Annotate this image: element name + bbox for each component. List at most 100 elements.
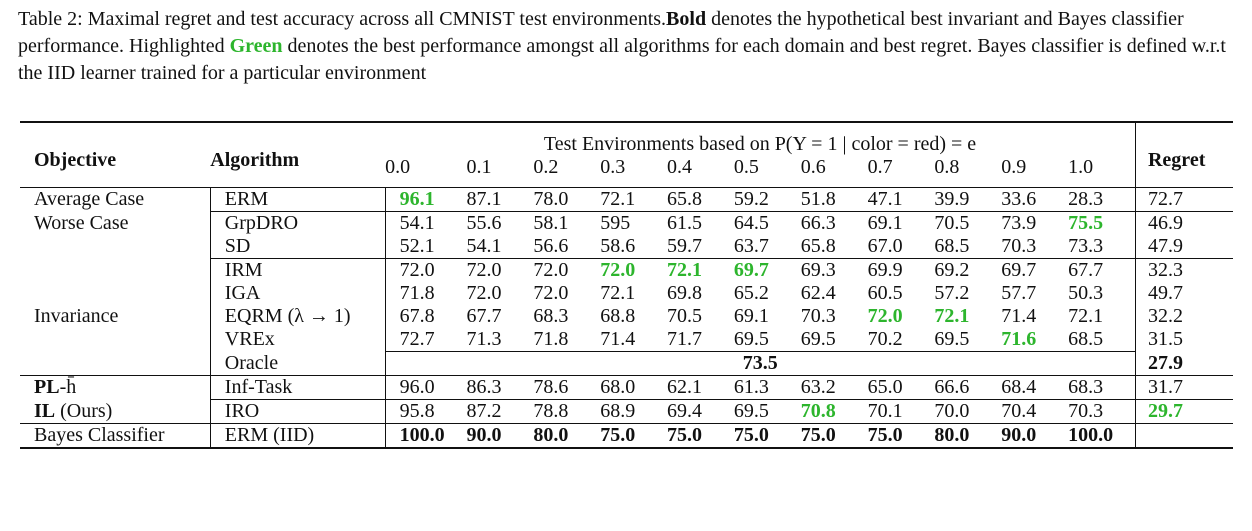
- accuracy-cell: 96.0: [384, 375, 467, 400]
- results-table: Objective Algorithm Test Environments ba…: [20, 121, 1233, 449]
- table-row: Average Case ERM 96.1 87.1 78.0 72.1 65.8 59.2 5…: [20, 187, 1233, 212]
- accuracy-cell: 68.8: [600, 305, 636, 327]
- regret-cell: 47.9: [1134, 235, 1233, 259]
- caption-part2: denotes the hypothetical best invariant …: [18, 8, 1184, 57]
- accuracy-cell: 69.3: [800, 258, 868, 282]
- accuracy-cell: 66.3: [800, 211, 868, 235]
- header-env-5: 0.5: [733, 156, 759, 178]
- algorithm-cell: GrpDRO: [209, 211, 386, 235]
- table-row: IGA 71.8 72.0 72.0 72.1 69.8 65.2 62.4 60.5 57.2 5…: [20, 282, 1233, 305]
- accuracy-cell: 65.0: [867, 375, 935, 400]
- accuracy-cell: 95.8: [384, 399, 467, 424]
- accuracy-cell: 78.6: [533, 375, 601, 400]
- accuracy-cell: 72.0: [867, 305, 903, 327]
- objective-cell: [20, 352, 210, 376]
- accuracy-cell: 67.0: [867, 235, 903, 257]
- objective-cell: Bayes Classifier: [20, 423, 211, 448]
- caption-bold-word: Bold: [666, 8, 707, 30]
- accuracy-cell: 69.5: [800, 328, 836, 350]
- table-caption: Table 2: Maximal regret and test accurac…: [18, 6, 1240, 87]
- table-row: IL (Ours) IRO 95.8 87.2 78.8 68.9 69.4 69.5 70.8…: [20, 399, 1233, 424]
- accuracy-cell: 72.0: [466, 258, 534, 282]
- accuracy-cell: 64.5: [733, 211, 801, 235]
- regret-cell: [1134, 423, 1233, 448]
- accuracy-cell: 72.1: [600, 188, 636, 210]
- accuracy-cell: 56.6: [533, 235, 569, 257]
- accuracy-cell: 61.3: [733, 375, 801, 400]
- header-test-environments: Test Environments based on P(Y = 1 | col…: [543, 133, 977, 155]
- accuracy-cell: 90.0: [1001, 423, 1069, 448]
- accuracy-cell: 71.3: [466, 328, 502, 350]
- accuracy-cell: 78.0: [533, 188, 569, 210]
- accuracy-cell: 71.4: [600, 328, 636, 350]
- accuracy-cell: 72.1: [934, 305, 970, 327]
- accuracy-cell: 65.2: [733, 282, 769, 304]
- accuracy-cell: 75.0: [800, 423, 868, 448]
- objective-bold: PL: [34, 376, 60, 399]
- table-row: SD 52.1 54.1 56.6 58.6 59.7 63.7 65.8 67.0 68.5 70…: [20, 235, 1233, 259]
- header-env-10: 1.0: [1068, 156, 1094, 178]
- header-env-6: 0.6: [800, 156, 826, 178]
- accuracy-cell: 39.9: [934, 188, 970, 210]
- accuracy-cell: 66.6: [934, 375, 1002, 400]
- objective-cell: [20, 282, 210, 305]
- objective-cell: [20, 259, 210, 283]
- accuracy-cell: 69.4: [667, 399, 734, 424]
- accuracy-cell: 50.3: [1068, 282, 1104, 304]
- regret-cell: 72.7: [1134, 187, 1233, 212]
- accuracy-cell: 72.7: [384, 328, 467, 352]
- accuracy-cell: 65.8: [800, 235, 836, 257]
- objective-cell: Worse Case: [34, 211, 129, 234]
- objective-cell: Average Case: [34, 188, 145, 211]
- regret-cell: 32.2: [1134, 305, 1233, 328]
- accuracy-cell: 75.0: [667, 423, 734, 448]
- accuracy-cell: 59.2: [733, 188, 769, 210]
- accuracy-cell: 75.0: [600, 423, 668, 448]
- accuracy-cell: 73.3: [1068, 235, 1104, 257]
- algorithm-cell: IRM: [209, 258, 386, 282]
- accuracy-cell: 70.8: [800, 399, 868, 424]
- objective-cell: [20, 328, 210, 352]
- accuracy-cell: 100.0: [384, 423, 467, 448]
- table-row: PL-h̄ Inf-Task 96.0 86.3 78.6 68.0 62.1 61.3 63.…: [20, 375, 1233, 400]
- caption-green-word: Green: [229, 35, 283, 57]
- accuracy-cell: 69.5: [934, 328, 970, 350]
- accuracy-cell: 28.3: [1068, 188, 1104, 210]
- objective-cell: [20, 235, 210, 259]
- algorithm-cell: ERM (IID): [209, 423, 386, 448]
- header-env-8: 0.8: [934, 156, 960, 178]
- accuracy-cell: 63.7: [733, 235, 769, 257]
- accuracy-cell: 68.3: [1068, 375, 1136, 400]
- algorithm-cell: Oracle: [209, 351, 386, 376]
- accuracy-cell: 75.0: [733, 423, 801, 448]
- accuracy-cell: 47.1: [867, 188, 903, 210]
- accuracy-cell: 72.0: [600, 258, 668, 282]
- algorithm-cell: SD: [209, 235, 386, 259]
- algorithm-cell: EQRM (λ → 1): [209, 305, 386, 328]
- accuracy-cell: 90.0: [466, 423, 534, 448]
- regret-cell: 46.9: [1134, 211, 1233, 235]
- accuracy-cell: 33.6: [1001, 188, 1037, 210]
- algorithm-cell: Inf-Task: [209, 375, 386, 400]
- accuracy-cell: 68.0: [600, 375, 668, 400]
- accuracy-cell: 59.7: [667, 235, 703, 257]
- accuracy-cell: 70.3: [800, 305, 836, 327]
- accuracy-cell: 72.0: [533, 258, 601, 282]
- table-row: IRM 72.0 72.0 72.0 72.0 72.1 69.7 69.3 69.9 69.2 6…: [20, 258, 1233, 283]
- accuracy-cell: 58.6: [600, 235, 636, 257]
- header-env-9: 0.9: [1001, 156, 1027, 178]
- objective-bold: IL: [34, 399, 56, 422]
- accuracy-cell: 68.5: [934, 235, 970, 257]
- objective-rest: -h̄: [59, 376, 77, 399]
- accuracy-cell: 71.8: [384, 282, 467, 305]
- accuracy-cell: 70.1: [867, 399, 935, 424]
- accuracy-cell: 78.8: [533, 399, 601, 424]
- header-algorithm: Algorithm: [210, 148, 300, 171]
- accuracy-cell: 67.7: [466, 305, 502, 327]
- accuracy-cell: 57.7: [1001, 282, 1037, 304]
- accuracy-cell: 69.5: [733, 399, 801, 424]
- regret-cell: 29.7: [1134, 399, 1233, 424]
- table-row: Oracle 73.5 27.9: [20, 351, 1233, 376]
- accuracy-cell: 51.8: [800, 188, 836, 210]
- accuracy-cell: 87.1: [466, 188, 502, 210]
